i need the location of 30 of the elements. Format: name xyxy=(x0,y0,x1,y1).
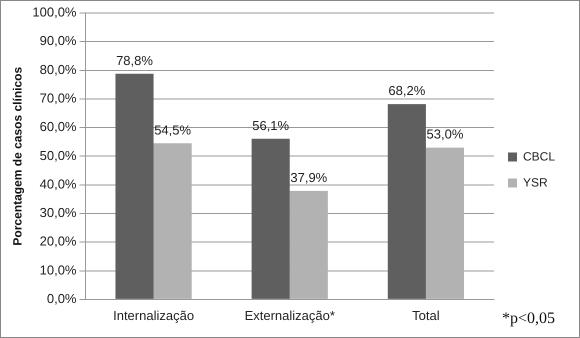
y-tick-label: 20,0% xyxy=(40,234,77,249)
bar xyxy=(154,143,192,299)
y-tick-label: 60,0% xyxy=(40,119,77,134)
data-label: 56,1% xyxy=(252,118,290,133)
data-label: 37,9% xyxy=(290,170,328,185)
y-tick-label: 0,0% xyxy=(46,290,77,306)
data-label: 53,0% xyxy=(426,126,464,142)
legend-label: CBCL xyxy=(522,149,556,164)
y-axis-title: Porcentagem de casos clínicos xyxy=(10,66,25,246)
bar xyxy=(290,190,328,299)
bar xyxy=(115,74,154,299)
x-tick-label: Internalização xyxy=(113,308,194,323)
y-tick-label: 10,0% xyxy=(40,262,77,278)
bar xyxy=(426,148,464,299)
y-tick-label: 90,0% xyxy=(40,33,77,48)
text: *p<0,05 xyxy=(502,310,555,327)
y-tick-label: 100,0% xyxy=(32,4,77,20)
y-tick-label: 80,0% xyxy=(40,62,77,77)
data-label: 78,8% xyxy=(116,52,154,68)
legend-label: YSR xyxy=(522,175,548,190)
y-tick-label: 40,0% xyxy=(40,176,77,192)
y-tick-label: 50,0% xyxy=(40,148,77,163)
y-tick-label: 70,0% xyxy=(40,90,77,106)
bar xyxy=(252,138,290,299)
bar xyxy=(388,104,426,299)
data-label: 54,5% xyxy=(154,122,192,138)
y-tick-label: 30,0% xyxy=(40,205,77,220)
x-tick-label: Externalização* xyxy=(244,308,335,323)
data-label: 68,2% xyxy=(388,83,426,98)
x-tick-label: Total xyxy=(412,308,440,323)
